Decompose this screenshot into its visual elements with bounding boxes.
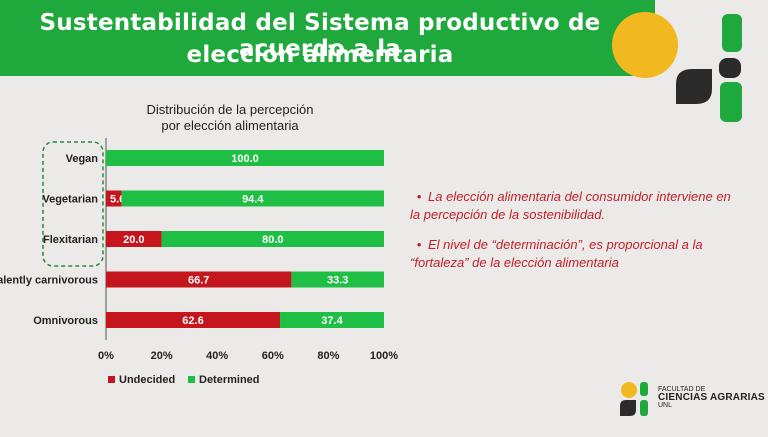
footer-line2: CIENCIAS AGRARIAS [658, 392, 765, 403]
x-tick-label: 0% [98, 350, 114, 362]
bullet-text-1: La elección alimentaria del consumidor i… [410, 189, 731, 222]
footer-logo-icon [620, 382, 648, 416]
footer-text: FACULTAD DE CIENCIAS AGRARIAS UNL [658, 386, 765, 410]
bullet-item-2: • El nivel de “determinación”, es proporc… [410, 236, 735, 272]
bar-determined-0 [106, 150, 384, 166]
x-tick-label: 20% [151, 350, 173, 362]
bar-determined-4 [280, 312, 384, 328]
data-label: 80.0 [262, 234, 283, 246]
bar-undecided-3 [106, 271, 292, 288]
data-label: 94.4 [242, 194, 264, 206]
category-label: Omnivorous [33, 315, 98, 327]
bar-undecided-4 [106, 312, 281, 328]
category-label: Flexitarian [43, 234, 98, 246]
data-label: 66.7 [188, 275, 209, 287]
category-label: Vegetarian [42, 194, 98, 206]
slide-title-bar: Sustentabilidad del Sistema productivo d… [0, 0, 655, 76]
bar-determined-3 [291, 271, 384, 288]
category-label: Vegan [66, 153, 99, 165]
legend-label-undecided: Undecided [119, 374, 175, 386]
chart-title: Distribución de la percepción por elecci… [130, 102, 330, 134]
bullet-list: • La elección alimentaria del consumidor … [410, 188, 735, 284]
legend-swatch-undecided [108, 376, 115, 383]
legend-label-determined: Determined [199, 374, 260, 386]
footer-line3: UNL [658, 402, 673, 409]
sun-circle-decoration [612, 12, 678, 78]
x-tick-label: 60% [262, 350, 284, 362]
x-tick-label: 80% [317, 350, 339, 362]
category-label: alently carnivorous [0, 275, 98, 287]
bullet-text-2: El nivel de “determinación”, es proporci… [410, 237, 703, 270]
highlight-box [42, 141, 104, 267]
slide-title-line1: Sustentabilidad del Sistema productivo d… [39, 10, 601, 62]
x-tick-label: 100% [370, 350, 398, 362]
data-label: 100.0 [231, 153, 259, 165]
x-tick-label: 40% [206, 350, 228, 362]
bullet-item-1: • La elección alimentaria del consumidor … [410, 188, 735, 224]
data-label: 37.4 [321, 315, 343, 327]
faculty-logo-icon [676, 14, 742, 122]
footer-line1: FACULTAD DE [658, 386, 706, 393]
data-label: 33.3 [327, 275, 348, 287]
legend-swatch-determined [188, 376, 195, 383]
data-label: 20.0 [123, 234, 144, 246]
bar-undecided-1 [106, 190, 122, 207]
slide-title-line2: elección alimentaria [186, 42, 454, 68]
bar-determined-1 [121, 190, 385, 207]
stacked-bar-chart: Vegan0100.0Vegetarian5.694.4Flexitarian2… [0, 138, 398, 386]
bullet-dot-icon: • [416, 189, 422, 204]
bar-determined-2 [161, 231, 384, 247]
bar-undecided-2 [106, 231, 162, 247]
bullet-dot-icon: • [416, 237, 422, 252]
chart-title-line2: por elección alimentaria [161, 118, 299, 133]
data-label: 5.6 [110, 194, 125, 206]
data-label: 62.6 [182, 315, 203, 327]
chart-title-line1: Distribución de la percepción [146, 102, 314, 117]
